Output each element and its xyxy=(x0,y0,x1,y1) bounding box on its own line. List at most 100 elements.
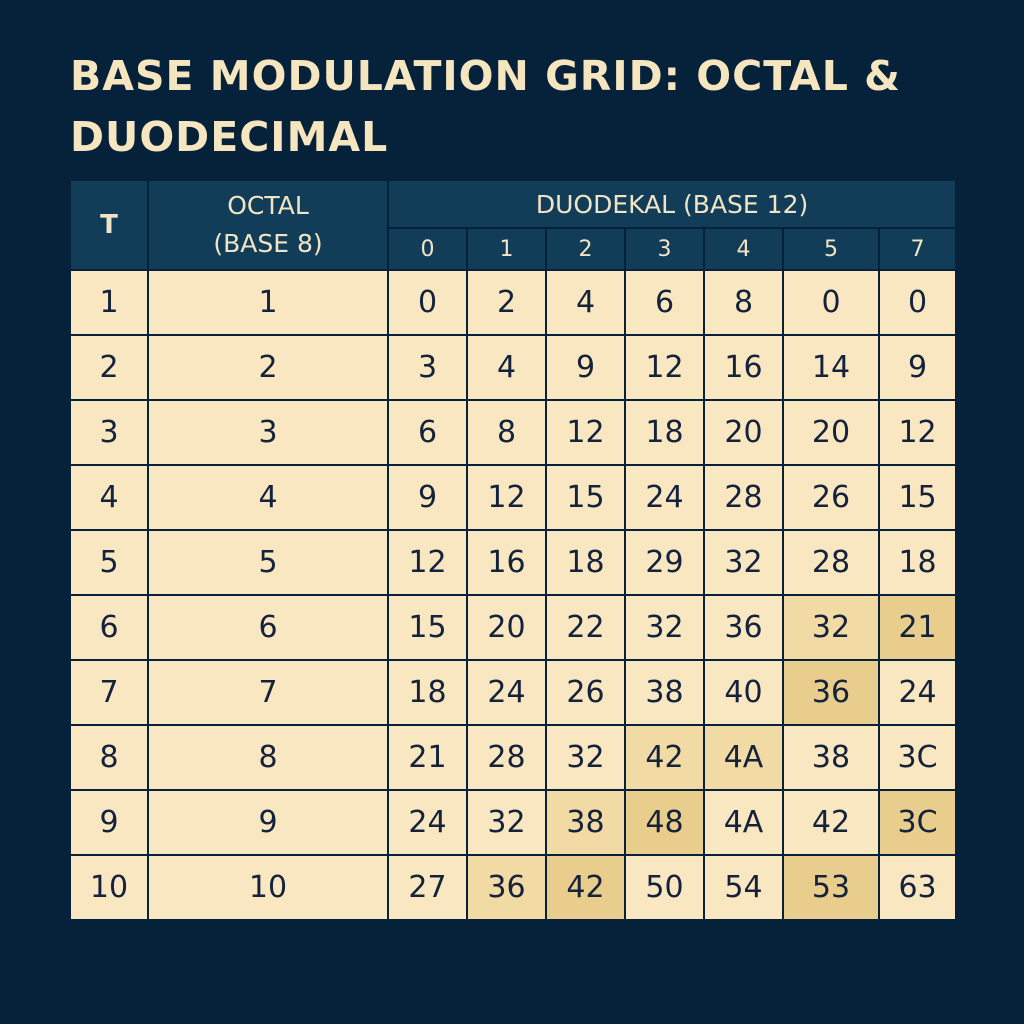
table-cell: 40 xyxy=(703,659,784,726)
row-t-cell: 5 xyxy=(69,529,149,596)
header-row-columns: 0 1 2 3 4 5 7 xyxy=(70,227,958,271)
table-cell: 32 xyxy=(703,529,784,596)
table-cell: 26 xyxy=(782,464,880,531)
row-t-cell: 1 xyxy=(69,269,149,336)
row-t-cell: 9 xyxy=(69,789,149,856)
table-cell: 28 xyxy=(466,724,547,791)
highlighted-cell: 36 xyxy=(466,854,547,921)
octal-header-line1: OCTAL xyxy=(227,191,309,220)
table-row: 8 8 21 28 32 42 4A 38 3C xyxy=(69,724,958,791)
table-cell: 42 xyxy=(782,789,880,856)
table-cell: 38 xyxy=(782,724,880,791)
table-cell: 27 xyxy=(387,854,468,921)
column-group-header-duodekal: DUODEKAL (BASE 12) xyxy=(386,179,958,229)
table-row: 1 1 0 2 4 6 8 0 0 xyxy=(69,269,958,336)
highlighted-cell: 3C xyxy=(877,789,958,856)
row-octal-cell: 2 xyxy=(147,334,389,401)
column-header-digit: 7 xyxy=(877,227,958,271)
table-row: 2 2 3 4 9 12 16 14 9 xyxy=(69,334,958,401)
column-header-digit: 1 xyxy=(466,227,547,271)
page-title: BASE MODULATION GRID: OCTAL & DUODECIMAL xyxy=(70,52,901,161)
table-cell: 24 xyxy=(624,464,705,531)
table-cell: 4 xyxy=(466,334,547,401)
row-octal-cell: 5 xyxy=(147,529,389,596)
column-header-digit: 5 xyxy=(782,227,880,271)
table-cell: 28 xyxy=(703,464,784,531)
table-cell: 24 xyxy=(877,659,958,726)
table-cell: 12 xyxy=(466,464,547,531)
table-cell: 38 xyxy=(624,659,705,726)
highlighted-cell: 53 xyxy=(782,854,880,921)
table-cell: 32 xyxy=(466,789,547,856)
row-t-cell: 2 xyxy=(69,334,149,401)
row-octal-cell: 7 xyxy=(147,659,389,726)
table-cell: 12 xyxy=(877,399,958,466)
table-cell: 32 xyxy=(545,724,626,791)
table-cell: 9 xyxy=(877,334,958,401)
row-octal-cell: 1 xyxy=(147,269,389,336)
row-octal-cell: 6 xyxy=(147,594,389,661)
column-header-digit: 0 xyxy=(387,227,468,271)
table-cell: 0 xyxy=(387,269,468,336)
table-row: 9 9 24 32 38 48 4A 42 3C xyxy=(69,789,958,856)
highlighted-cell: 48 xyxy=(624,789,705,856)
highlighted-cell: 42 xyxy=(624,724,705,791)
column-header-t: T xyxy=(69,179,149,271)
highlighted-cell: 38 xyxy=(545,789,626,856)
table-cell: 18 xyxy=(545,529,626,596)
table-cell: 9 xyxy=(545,334,626,401)
table-cell: 4A xyxy=(703,789,784,856)
highlighted-cell: 4A xyxy=(703,724,784,791)
table-row: 7 7 18 24 26 38 40 36 24 xyxy=(69,659,958,726)
table-cell: 2 xyxy=(466,269,547,336)
table-cell: 14 xyxy=(782,334,880,401)
table-cell: 6 xyxy=(387,399,468,466)
table-cell: 21 xyxy=(387,724,468,791)
row-octal-cell: 9 xyxy=(147,789,389,856)
row-octal-cell: 8 xyxy=(147,724,389,791)
table-cell: 18 xyxy=(877,529,958,596)
table-cell: 12 xyxy=(387,529,468,596)
row-octal-cell: 3 xyxy=(147,399,389,466)
table-cell: 24 xyxy=(387,789,468,856)
modulation-grid-table: T OCTAL (BASE 8) DUODEKAL (BASE 12) 0 1 … xyxy=(69,179,958,921)
table-row: 10 10 27 36 42 50 54 53 63 xyxy=(69,854,958,921)
table-cell: 20 xyxy=(782,399,880,466)
table-cell: 8 xyxy=(703,269,784,336)
row-t-cell: 3 xyxy=(69,399,149,466)
table-cell: 26 xyxy=(545,659,626,726)
table-cell: 6 xyxy=(624,269,705,336)
table-cell: 32 xyxy=(624,594,705,661)
table-cell: 24 xyxy=(466,659,547,726)
table-row: 4 4 9 12 15 24 28 26 15 xyxy=(69,464,958,531)
highlighted-cell: 32 xyxy=(782,594,880,661)
table-cell: 18 xyxy=(387,659,468,726)
header-row-top: T OCTAL (BASE 8) DUODEKAL (BASE 12) xyxy=(69,179,958,271)
table-cell: 54 xyxy=(703,854,784,921)
table-cell: 36 xyxy=(703,594,784,661)
highlighted-cell: 21 xyxy=(877,594,958,661)
column-header-digit: 4 xyxy=(703,227,784,271)
table-row: 3 3 6 8 12 18 20 20 12 xyxy=(69,399,958,466)
table-cell: 28 xyxy=(782,529,880,596)
row-octal-cell: 4 xyxy=(147,464,389,531)
row-t-cell: 8 xyxy=(69,724,149,791)
table-cell: 12 xyxy=(624,334,705,401)
table-cell: 3 xyxy=(387,334,468,401)
row-t-cell: 7 xyxy=(69,659,149,726)
table-cell: 16 xyxy=(703,334,784,401)
table-cell: 29 xyxy=(624,529,705,596)
table-cell: 9 xyxy=(387,464,468,531)
highlighted-cell: 36 xyxy=(782,659,880,726)
column-header-octal: OCTAL (BASE 8) xyxy=(147,179,389,271)
column-header-digit: 3 xyxy=(624,227,705,271)
column-header-digit: 2 xyxy=(545,227,626,271)
table-cell: 15 xyxy=(545,464,626,531)
table-cell: 18 xyxy=(624,399,705,466)
table-cell: 0 xyxy=(877,269,958,336)
table-cell: 12 xyxy=(545,399,626,466)
row-octal-cell: 10 xyxy=(147,854,389,921)
table-cell: 4 xyxy=(545,269,626,336)
table-cell: 50 xyxy=(624,854,705,921)
